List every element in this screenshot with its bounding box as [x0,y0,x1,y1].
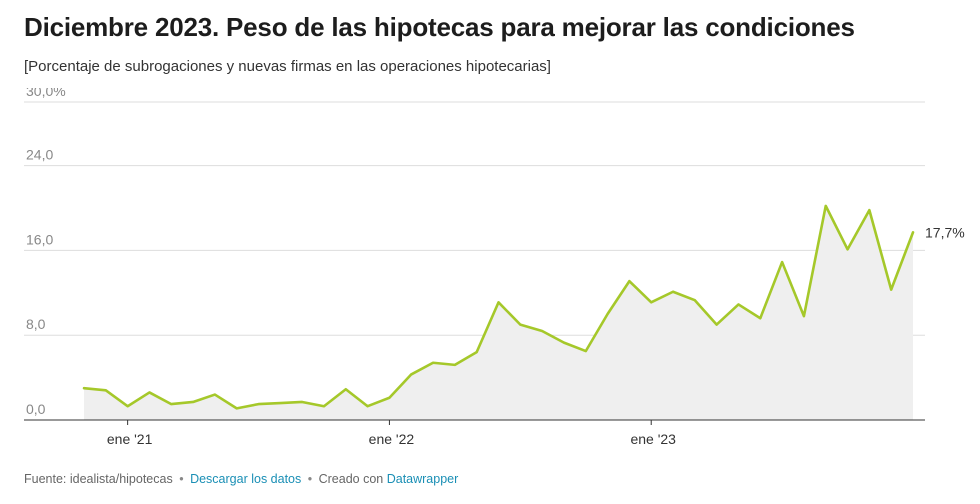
y-tick-label: 16,0 [26,231,53,247]
x-tick-label: ene '22 [369,431,415,447]
chart-subtitle: [Porcentaje de subrogaciones y nuevas fi… [24,58,551,75]
created-with-text: Creado con [318,472,384,486]
y-tick-label: 24,0 [26,147,53,163]
line-chart: 0,08,016,024,030,0% ene '21 ene '22 ene '2… [24,88,965,447]
y-tick-label: 30,0% [26,88,66,99]
footer-separator: • [307,472,313,486]
series-line [82,204,915,410]
x-tick-label: ene '23 [630,431,676,447]
chart-footer: Fuente: idealista/hipotecas • Descargar … [24,472,458,486]
x-tick-label: ene '21 [107,431,153,447]
y-axis-tick-labels: 0,0 8,0 16,0 24,0 30,0% [26,88,66,417]
x-axis-ticks: ene '21 ene '22 ene '23 [107,420,676,447]
source-text: Fuente: idealista/hipotecas [24,472,173,486]
y-tick-label: 8,0 [26,316,46,332]
chart-area: 0,0 8,0 16,0 24,0 30,0% ene '21 ene '22 ene '2… [0,88,980,453]
area-fill [84,205,913,420]
end-value-label: 17,7% [925,224,965,240]
datawrapper-link[interactable]: Datawrapper [386,472,459,486]
chart-title: Diciembre 2023. Peso de las hipotecas pa… [24,12,855,42]
footer-separator: • [179,472,184,486]
download-data-link[interactable]: Descargar los datos [190,472,302,486]
y-tick-label: 0,0 [26,401,46,417]
